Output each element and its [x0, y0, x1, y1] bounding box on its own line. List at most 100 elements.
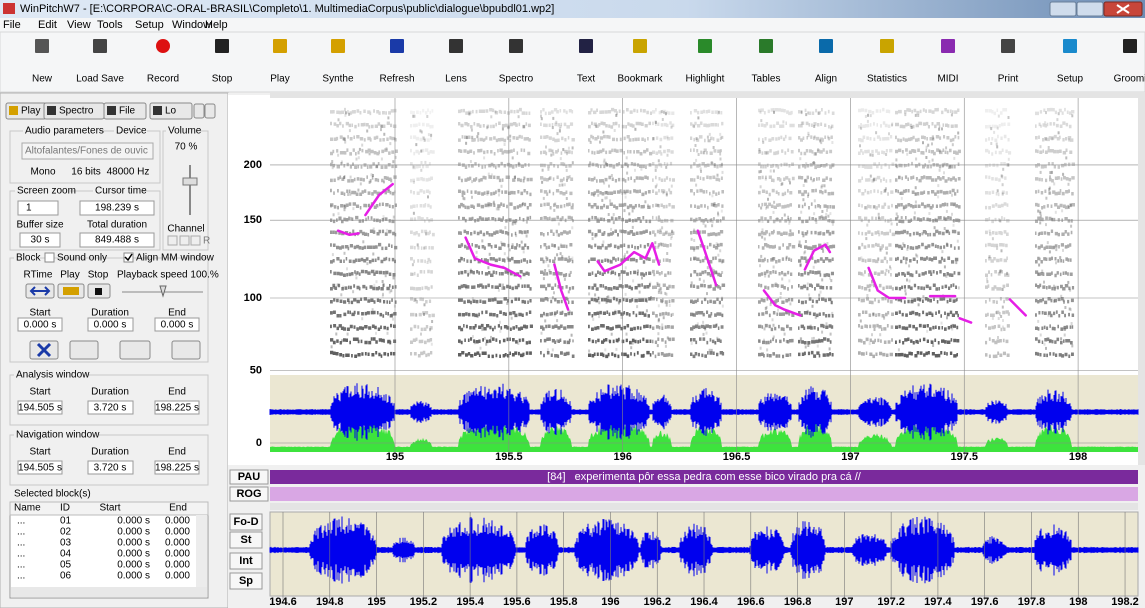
table-cell[interactable]: ...: [17, 538, 25, 549]
table-cell[interactable]: 0.000 s: [117, 549, 150, 560]
toolbar-button[interactable]: Align: [815, 74, 837, 85]
toolbar-button[interactable]: Print: [998, 74, 1019, 85]
table-cell[interactable]: 0.000 s: [117, 571, 150, 582]
menu-item[interactable]: File: [3, 19, 21, 31]
toolbar-button[interactable]: Statistics: [867, 74, 907, 85]
tab-label[interactable]: File: [119, 106, 136, 117]
tier-scrollbar[interactable]: [270, 503, 1138, 510]
menu-item[interactable]: Tools: [97, 19, 123, 31]
spectrogram-noise: [471, 129, 473, 132]
table-cell[interactable]: 0.000 s: [117, 538, 150, 549]
spectrogram-noise: [691, 342, 693, 345]
tab-label[interactable]: Play: [21, 106, 40, 117]
table-cell[interactable]: 0.000 s: [117, 516, 150, 527]
toolbar-button[interactable]: MIDI: [937, 74, 958, 85]
toolbar-button[interactable]: Text: [577, 74, 596, 85]
spectrogram-noise: [1068, 139, 1070, 142]
menu-item[interactable]: Setup: [135, 19, 164, 31]
spectrogram-noise: [562, 148, 564, 151]
table-cell[interactable]: ...: [17, 549, 25, 560]
spectrogram-noise: [1061, 209, 1063, 212]
label: Start: [29, 387, 50, 398]
table-cell[interactable]: ...: [17, 571, 25, 582]
table-cell[interactable]: 01: [60, 516, 72, 527]
checkbox[interactable]: [180, 236, 189, 245]
cut-button[interactable]: [70, 341, 98, 359]
checkbox[interactable]: [191, 236, 200, 245]
menu-item[interactable]: View: [67, 19, 91, 31]
toolbar-button[interactable]: Highlight: [686, 74, 725, 85]
spectrogram-noise: [1049, 171, 1051, 174]
label: R: [203, 236, 210, 247]
toolbar-button[interactable]: Stop: [212, 74, 233, 85]
maximize-button[interactable]: [1077, 2, 1103, 16]
toolbar-button[interactable]: Tables: [752, 74, 781, 85]
table-cell[interactable]: ...: [17, 560, 25, 571]
table-cell[interactable]: 0.000 s: [117, 527, 150, 538]
table-cell[interactable]: 0.000: [165, 516, 190, 527]
table-cell[interactable]: ...: [17, 527, 25, 538]
copy-button[interactable]: [120, 341, 150, 359]
tier-label: ROG: [236, 488, 261, 500]
toolbar-button[interactable]: Record: [147, 74, 179, 85]
table-cell[interactable]: 06: [60, 571, 72, 582]
spectrogram-noise: [561, 255, 563, 258]
spectrogram-noise: [646, 300, 648, 303]
table-cell[interactable]: 0.000: [165, 560, 190, 571]
menu-item[interactable]: Edit: [38, 19, 57, 31]
toolbar-button[interactable]: Spectro: [499, 74, 534, 85]
table-cell[interactable]: 05: [60, 560, 72, 571]
spectrogram-noise: [624, 256, 626, 259]
toolbar-button[interactable]: Groomi: [1114, 74, 1145, 85]
spectrogram-noise: [895, 158, 897, 161]
track-label[interactable]: Sp: [239, 575, 253, 587]
track-label[interactable]: Int: [239, 555, 253, 567]
v-scrollbar[interactable]: [1138, 93, 1145, 465]
tab-label[interactable]: Spectro: [59, 106, 94, 117]
spectrogram-noise: [1053, 246, 1055, 249]
spectrogram-noise: [955, 261, 957, 264]
toolbar-button[interactable]: Load Save: [76, 74, 124, 85]
tier-annotation[interactable]: [84] experimenta pôr essa pedra com esse…: [547, 471, 862, 483]
table-cell[interactable]: 0.000: [165, 538, 190, 549]
table-cell[interactable]: 02: [60, 527, 72, 538]
spectrogram-noise: [611, 333, 613, 336]
rog-tier[interactable]: [270, 487, 1138, 501]
spectrogram-noise: [592, 237, 594, 240]
spectrogram-noise: [703, 333, 705, 336]
spectrogram-noise: [693, 229, 695, 232]
minimize-button[interactable]: [1050, 2, 1076, 16]
paste-button[interactable]: [172, 341, 200, 359]
spectrogram-noise: [880, 249, 882, 252]
menu-item[interactable]: Help: [205, 19, 228, 31]
spectrogram-noise: [874, 328, 876, 331]
checkbox[interactable]: [168, 236, 177, 245]
table-cell[interactable]: 04: [60, 549, 72, 560]
table-cell[interactable]: 0.000: [165, 527, 190, 538]
track-label[interactable]: Fo-D: [233, 516, 258, 528]
checkbox[interactable]: [45, 253, 54, 262]
toolbar-button[interactable]: Refresh: [379, 74, 414, 85]
toolbar-button[interactable]: Lens: [445, 74, 467, 85]
spectrogram-noise: [1037, 210, 1039, 213]
toolbar-button[interactable]: Bookmark: [617, 74, 663, 85]
toolbar-button[interactable]: New: [32, 74, 53, 85]
toolbar-button[interactable]: Play: [270, 74, 289, 85]
table-hscroll[interactable]: [11, 587, 207, 597]
toolbar-button[interactable]: Synthe: [322, 74, 354, 85]
volume-thumb[interactable]: [183, 178, 197, 185]
toolbar-button[interactable]: Setup: [1057, 74, 1084, 85]
table-cell[interactable]: 0.000 s: [117, 560, 150, 571]
table-cell[interactable]: 03: [60, 538, 72, 549]
spectrogram-noise: [344, 252, 346, 255]
spectrogram-noise: [818, 112, 820, 115]
tab-scroll[interactable]: [194, 104, 204, 118]
table-vscroll[interactable]: [196, 515, 207, 587]
h-scrollbar[interactable]: [270, 93, 1138, 98]
table-cell[interactable]: 0.000: [165, 571, 190, 582]
table-cell[interactable]: ...: [17, 516, 25, 527]
tab-label[interactable]: Lo: [165, 106, 177, 117]
tab-scroll[interactable]: [205, 104, 215, 118]
track-label[interactable]: St: [241, 534, 252, 546]
table-cell[interactable]: 0.000: [165, 549, 190, 560]
